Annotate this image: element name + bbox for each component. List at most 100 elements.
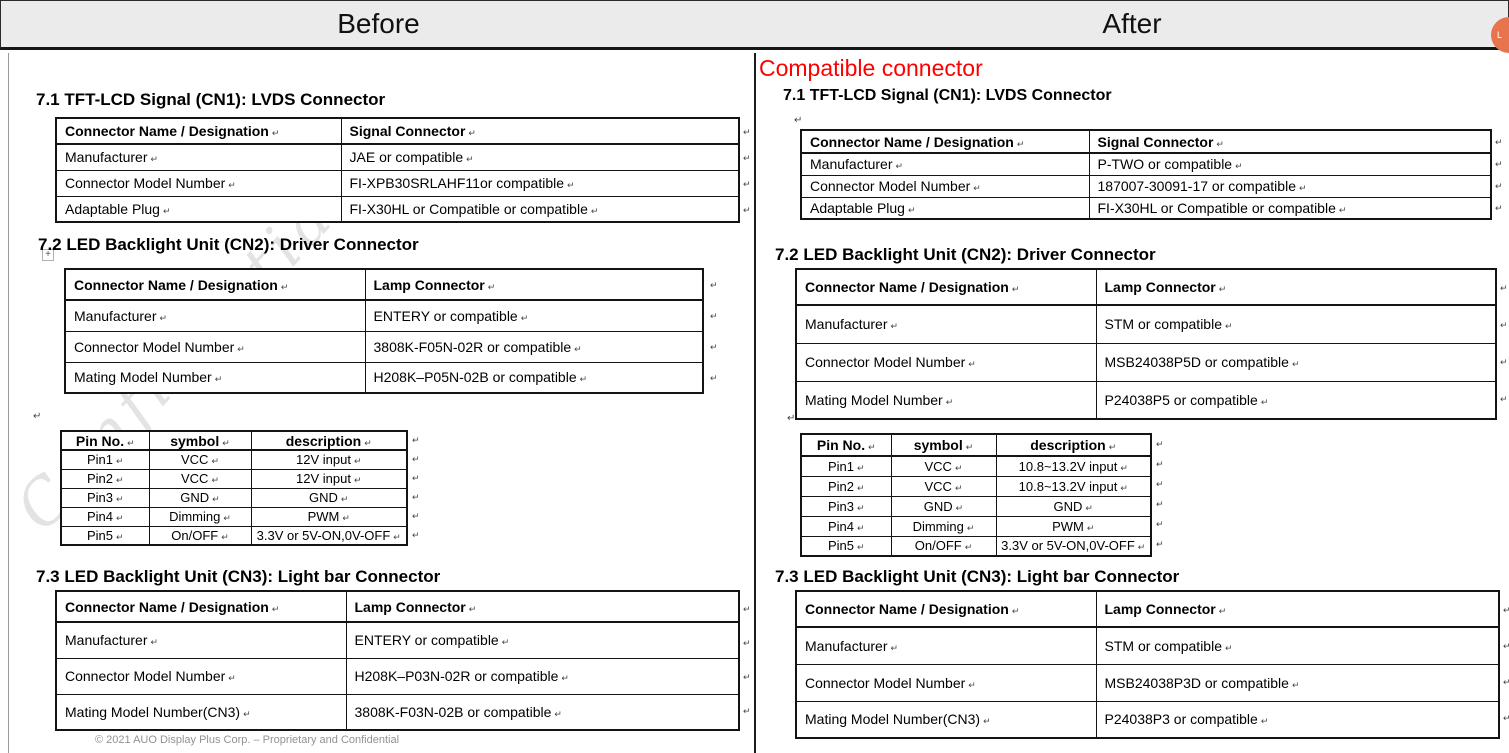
- row-value-changed: P24038P5 or compatible ↵: [1095, 380, 1497, 420]
- paragraph-mark-icon: ↵: [983, 716, 991, 727]
- table-row: Manufacturer ↵ JAE or compatible ↵: [55, 143, 740, 171]
- paragraph-mark-icon: ↵: [567, 180, 575, 190]
- column-header: symbol ↵: [890, 433, 997, 457]
- row-value-changed: STM or compatible ↵: [1095, 304, 1497, 344]
- change-annotation: Compatible connector: [759, 55, 983, 81]
- column-header: description ↵: [995, 433, 1152, 457]
- row-value-changed: 187007-30091-17 or compatible ↵: [1088, 174, 1492, 198]
- pin-description: PWM ↵: [995, 515, 1152, 537]
- paragraph-mark-icon: ↵: [973, 183, 981, 193]
- row-label: Connector Model Number ↵: [795, 663, 1097, 702]
- paragraph-mark-icon: ↵: [1298, 183, 1307, 193]
- table-row: Manufacturer ↵ P-TWO or compatible ↵: [800, 152, 1492, 176]
- paragraph-mark-icon: ↵: [115, 513, 124, 523]
- floating-action-button[interactable]: L: [1491, 17, 1509, 53]
- pin-symbol: VCC ↵: [890, 455, 997, 477]
- column-header: Connector Name / Designation ↵: [795, 268, 1097, 306]
- paragraph-mark-icon: ↵: [159, 312, 168, 323]
- before-table-7-3: Connector Name / Designation ↵ Lamp Conne…: [55, 590, 740, 731]
- table-row: Connector Model Number ↵ H208K–P03N-02R o…: [55, 657, 740, 695]
- paragraph-mark-icon: ↵: [342, 513, 350, 523]
- row-end-marks: ↵ ↵ ↵ ↵: [1503, 604, 1509, 723]
- paragraph-mark-icon: ↵: [115, 475, 124, 485]
- pin-description: 12V input ↵: [250, 468, 408, 489]
- paragraph-mark-icon: ↵: [966, 522, 975, 533]
- paragraph-mark-icon: ↵: [1137, 542, 1146, 553]
- row-value-changed: MSB24038P5D or compatible ↵: [1095, 342, 1497, 382]
- row-end-marks: ↵ ↵ ↵ ↵ ↵ ↵: [412, 435, 420, 540]
- pin-symbol: VCC ↵: [148, 468, 252, 489]
- paragraph-mark-icon: ↵: [223, 513, 231, 523]
- paragraph-mark-icon: ↵: [466, 154, 474, 165]
- paragraph-mark-icon: ↵: [1011, 284, 1020, 294]
- row-label: Mating Model Number(CN3) ↵: [795, 700, 1097, 739]
- column-header: Lamp Connector ↵: [364, 268, 704, 301]
- row-label: Manufacturer ↵: [795, 626, 1097, 665]
- paragraph-mark-icon: ↵: [574, 343, 582, 354]
- table-row: Connector Model Number ↵ MSB24038P3D or c…: [795, 663, 1500, 702]
- table-move-handle-icon[interactable]: +: [42, 249, 54, 261]
- row-value: H208K–P03N-02R or compatible ↵: [345, 657, 740, 695]
- paragraph-mark-icon: ↵: [968, 359, 976, 369]
- paragraph-mark-icon: ↵: [945, 396, 954, 407]
- row-value: 3808K-F05N-02R or compatible ↵: [364, 330, 704, 363]
- paragraph-mark-icon: ↵: [1216, 138, 1224, 149]
- paragraph-mark-icon: ↵: [150, 637, 159, 648]
- row-label: Connector Model Number ↵: [64, 330, 366, 363]
- pin-description: GND ↵: [250, 487, 408, 508]
- after-table-7-2: Connector Name / Designation ↵ Lamp Conne…: [795, 268, 1497, 420]
- paragraph-mark-icon: ↵: [895, 161, 904, 172]
- before-heading-7-3: 7.3 LED Backlight Unit (CN3): Light bar …: [36, 567, 441, 586]
- after-column-header: After: [756, 1, 1508, 47]
- after-table-7-3: Connector Name / Designation ↵ Lamp Conne…: [795, 590, 1500, 739]
- pin-symbol: Dimming ↵: [890, 515, 997, 537]
- paragraph-mark-icon: ↵: [1224, 321, 1233, 332]
- paragraph-mark-icon: ↵: [1338, 204, 1347, 215]
- row-value: ENTERY or compatible ↵: [364, 299, 704, 332]
- after-table-7-1: Connector Name / Designation ↵ Signal Con…: [800, 129, 1492, 220]
- pin-symbol: GND ↵: [148, 487, 252, 508]
- column-header: Pin No. ↵: [60, 430, 150, 451]
- column-header: Signal Connector ↵: [1088, 129, 1492, 154]
- paragraph-mark-icon: ↵: [1120, 462, 1128, 473]
- row-value-changed: MSB24038P3D or compatible ↵: [1095, 663, 1500, 702]
- column-header: Connector Name / Designation ↵: [55, 590, 347, 623]
- paragraph-mark-icon: ↵: [1235, 161, 1243, 172]
- row-label: Manufacturer ↵: [64, 299, 366, 332]
- table-row: Manufacturer ↵ STM or compatible ↵: [795, 304, 1497, 344]
- paragraph-mark-icon: ↵: [856, 542, 865, 553]
- document-panes: Confidential 7.1 TFT-LCD Signal (CN1): L…: [0, 53, 1509, 753]
- pin-row: Pin1 ↵ VCC ↵ 10.8~13.2V input ↵: [800, 455, 1152, 477]
- column-header: Connector Name / Designation ↵: [795, 590, 1097, 628]
- paragraph-mark-icon: ↵: [868, 442, 876, 452]
- row-value: FI-X30HL or Compatible or compatible ↵: [1088, 196, 1492, 220]
- paragraph-mark-icon: ↵: [1218, 606, 1227, 616]
- paragraph-mark-icon: ↵: [561, 673, 569, 683]
- row-label: Mating Model Number ↵: [64, 361, 366, 394]
- paragraph-mark-icon: ↵: [228, 180, 236, 190]
- pin-row: Pin4 ↵ Dimming ↵ PWM ↵: [800, 515, 1152, 537]
- table-row: Mating Model Number(CN3) ↵ 3808K-F03N-02B…: [55, 693, 740, 731]
- pin-no: Pin1 ↵: [60, 449, 150, 470]
- row-value: 3808K-F03N-02B or compatible ↵: [345, 693, 740, 731]
- floating-action-button-label: L: [1497, 30, 1503, 40]
- paragraph-mark-icon: ↵: [1011, 606, 1020, 616]
- table-row: Mating Model Number(CN3) ↵ P24038P3 or co…: [795, 700, 1500, 739]
- row-label: Mating Model Number(CN3) ↵: [55, 693, 347, 731]
- pin-row: Pin1 ↵ VCC ↵ 12V input ↵: [60, 449, 408, 470]
- row-label: Manufacturer ↵: [795, 304, 1097, 344]
- paragraph-mark-icon: ↵: [280, 281, 289, 292]
- paragraph-mark-icon: ↵: [954, 482, 963, 493]
- before-table-7-1: Connector Name / Designation ↵ Signal Con…: [55, 117, 740, 223]
- column-header: Pin No. ↵: [800, 433, 892, 457]
- after-heading-7-1: 7.1 TFT-LCD Signal (CN1): LVDS Connector: [783, 87, 1112, 104]
- paragraph-mark-icon: ↵: [787, 413, 796, 424]
- row-value-changed: STM or compatible ↵: [1095, 626, 1500, 665]
- row-value-changed: P24038P3 or compatible ↵: [1095, 700, 1500, 739]
- row-end-marks: ↵ ↵ ↵ ↵: [743, 603, 751, 716]
- column-header: Lamp Connector ↵: [1095, 590, 1500, 628]
- row-value: FI-XPB30SRLAHF11or compatible ↵: [340, 169, 740, 197]
- row-label: Connector Model Number ↵: [800, 174, 1090, 198]
- row-value: H208K–P05N-02B or compatible ↵: [364, 361, 704, 394]
- paragraph-mark-icon: ↵: [211, 475, 219, 485]
